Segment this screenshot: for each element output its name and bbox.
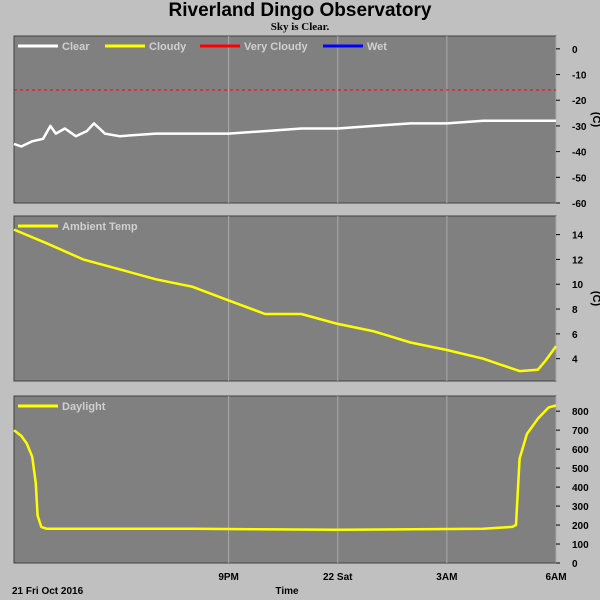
series-line-clear [13,119,556,148]
y-tick-label: 8 [572,305,578,316]
y-tick-label: -30 [572,122,587,133]
x-axis-title: Time [275,586,299,597]
y-tick-label: 6 [572,330,578,341]
y-tick-label: 300 [572,502,589,513]
series-line-daylight [13,404,557,532]
y-tick-label: -40 [572,148,587,159]
panel-3: 0 100 200 300 400 500 600 700 800 Daylight [13,395,589,570]
y-tick-label: 400 [572,483,589,494]
legend-label: Cloudy [149,41,187,53]
y-tick-label: 700 [572,426,589,437]
y-tick-label: 4 [572,355,578,366]
y-tick-label: 10 [572,280,584,291]
y-tick-label: -20 [572,96,587,107]
x-tick-label: 22 Sat [323,572,353,583]
y-tick-label: 600 [572,445,589,456]
x-tick-label: 9PM [218,572,239,583]
y-tick-label: 14 [572,231,584,242]
y-tick-label: 0 [572,559,578,570]
y-tick-label: -50 [572,173,587,184]
plot-area [13,35,557,204]
legend-label: Ambient Temp [62,221,138,233]
y-axis-unit: (C) [590,291,600,307]
y-tick-label: -60 [572,199,587,210]
legend-label: Wet [367,41,387,53]
x-tick-label: 3AM [436,572,457,583]
y-tick-label: 12 [572,255,584,266]
panel-2: 4 6 8 10 12 14 (C) Ambient Temp [13,215,600,382]
y-axis-unit: (C) [590,112,600,128]
plot-area [13,395,557,564]
date-label: 21 Fri Oct 2016 [12,586,84,597]
panels-layer: 0 -10 -20 -30 -40 -50 -60 (C) Clear Cloudy Very Cl… [13,35,600,570]
y-tick-label: 100 [572,540,589,551]
legend-label: Clear [62,41,90,53]
series-line-ambient-temp [13,228,558,373]
chart-title: Riverland Dingo Observatory [168,0,432,21]
y-tick-label: 200 [572,521,589,532]
y-tick-label: 500 [572,464,589,475]
y-tick-label: 0 [572,45,578,56]
bottom-axis: 21 Fri Oct 2016 Time 9PM 22 Sat 3AM 6AM [12,572,567,597]
y-tick-label: -10 [572,71,587,82]
x-tick-label: 6AM [545,572,566,583]
y-tick-label: 800 [572,407,589,418]
chart-subtitle: Sky is Clear. [270,21,330,33]
legend-label: Very Cloudy [244,41,308,53]
legend-label: Daylight [62,401,106,413]
panel-1: 0 -10 -20 -30 -40 -50 -60 (C) Clear Cloudy Very Cl… [13,35,600,210]
